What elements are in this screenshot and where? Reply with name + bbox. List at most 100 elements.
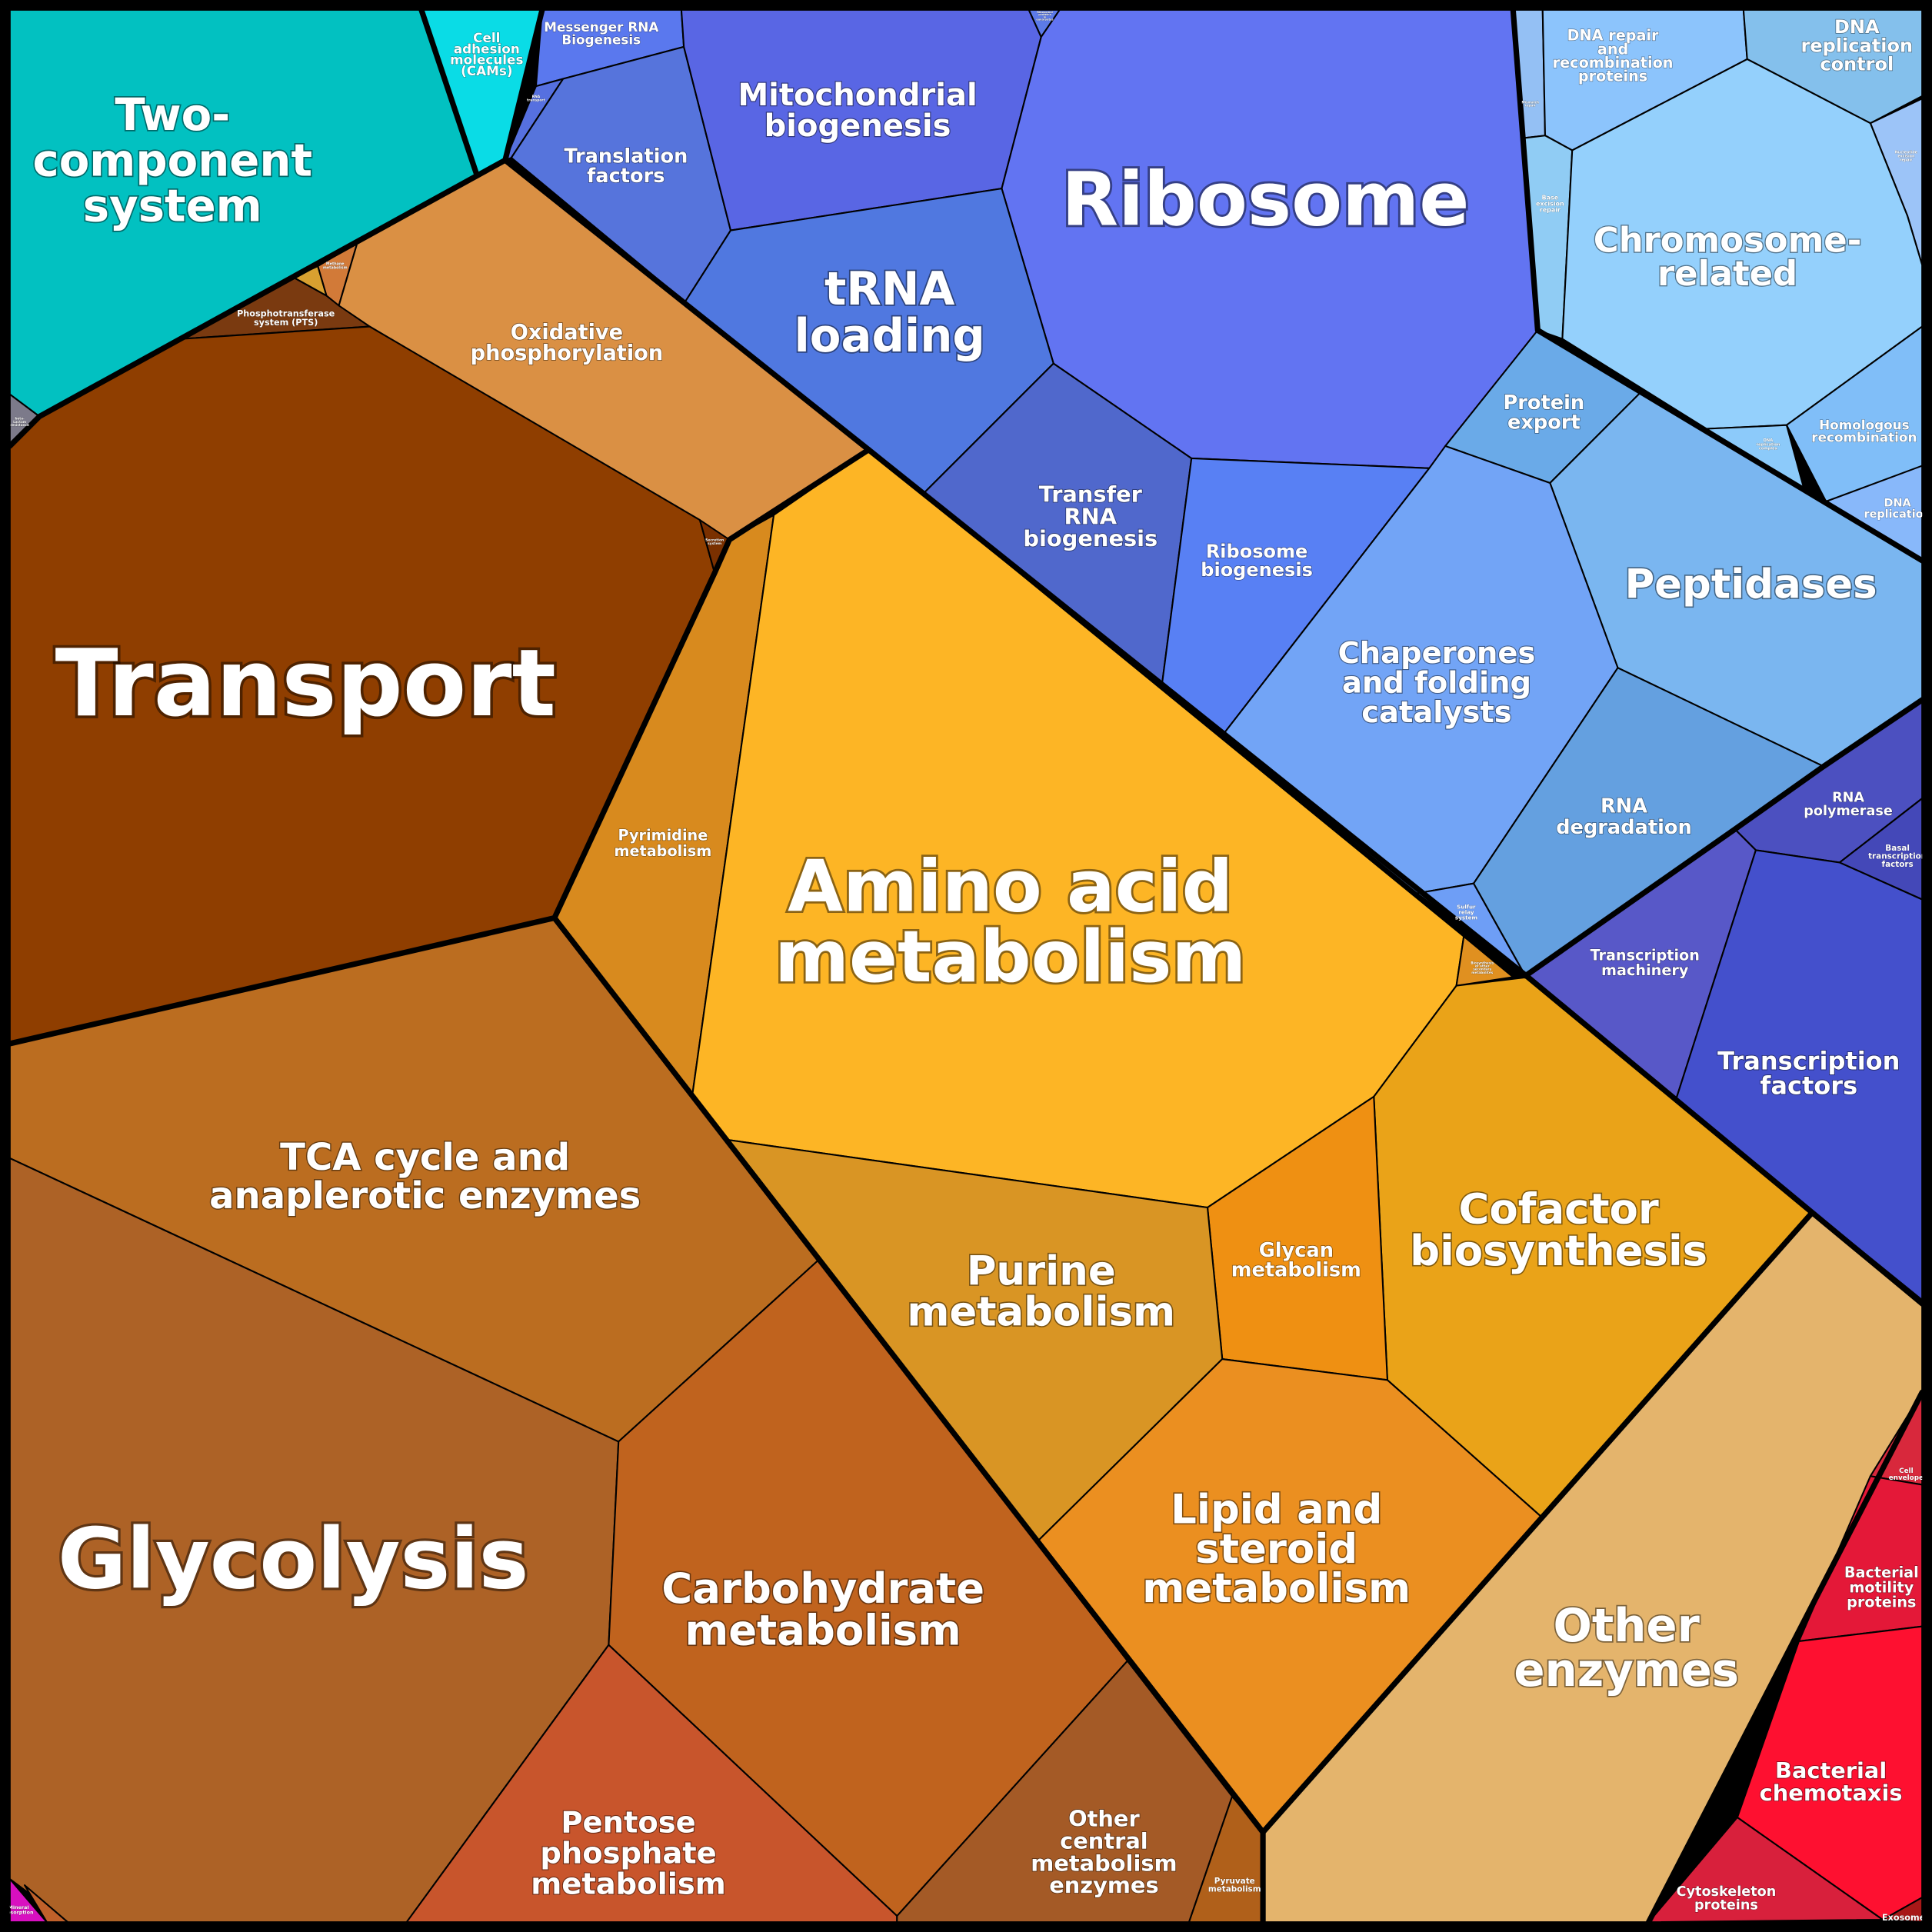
label-line: metabolism — [907, 1288, 1175, 1335]
label-line: Lipid and — [1171, 1486, 1382, 1533]
group-boundary — [502, 157, 1925, 1307]
label-line: DNA — [1834, 16, 1880, 38]
label-line: recombination — [1811, 430, 1917, 445]
label-line: Homologous — [1819, 418, 1910, 433]
label-cell-adhesion: Cell adhesion molecules (CAMs) — [450, 30, 523, 78]
label-line: recombination — [1553, 53, 1674, 71]
label-tca: TCA cycle and anaplerotic enzymes — [209, 1136, 641, 1217]
label-transcription-machinery: Transcription machinery — [1590, 946, 1699, 978]
label-homologous: Homologous recombination — [1811, 418, 1917, 445]
label-line: motility — [1849, 1578, 1914, 1596]
label-purine: Purine metabolism — [907, 1247, 1175, 1335]
label-line: Bacterial — [1775, 1757, 1887, 1784]
label-line: enzymes — [1514, 1643, 1739, 1696]
label-line: Sulfur — [1457, 903, 1476, 910]
label-basal-tf: Basal transcription factors — [1868, 844, 1927, 869]
label-secondary: Biosynthesis of other secondary metabolites — [1471, 961, 1494, 974]
label-line: complex — [1759, 446, 1778, 451]
label-line: proteins — [1694, 1898, 1758, 1914]
label-line: Cytoskeleton — [1677, 1884, 1777, 1900]
label-line: metabolism — [614, 842, 711, 860]
label-line: phosphorylation — [471, 341, 664, 365]
label-line: system — [1455, 914, 1477, 921]
cell-secondary[interactable] — [1455, 935, 1514, 987]
label-line: Oxidative — [511, 320, 623, 344]
group-boundary — [1260, 1211, 1814, 1835]
cell-cytoskeleton[interactable] — [1647, 1816, 1884, 1924]
label-line: factors — [1760, 1071, 1857, 1100]
label-line: Chromosome- — [1594, 219, 1862, 260]
label-line: metabolism — [531, 1867, 726, 1901]
label-line: chemotaxis — [1760, 1780, 1903, 1806]
label-line: Transport — [55, 630, 556, 738]
label-line: central — [1060, 1827, 1148, 1854]
label-line: molecules — [450, 52, 523, 68]
label-ber: Base excision repair — [1536, 194, 1564, 213]
label-line: phosphate — [540, 1836, 716, 1870]
label-line: metabolism — [1231, 1259, 1361, 1282]
label-line: Ribosome — [1061, 157, 1469, 243]
label-peptidases: Peptidases — [1624, 561, 1877, 608]
label-chaperones: Chaperones and folding catalysts — [1338, 636, 1536, 730]
label-mismatch: Mismatch repair — [1521, 100, 1539, 107]
label-line: Phosphotransferase — [237, 308, 335, 318]
label-carbohydrate: Carbohydrate metabolism — [661, 1564, 984, 1654]
label-line: metabolism — [1142, 1565, 1411, 1612]
label-line: Methane — [326, 261, 345, 266]
label-line: DNA — [1764, 438, 1774, 443]
label-line: resistance — [10, 423, 28, 427]
label-trna-loading: tRNA loading — [794, 261, 984, 361]
label-line: Biosynthesis — [1471, 961, 1494, 964]
label-dna-replication: DNA replication — [1864, 497, 1930, 520]
group-boundaries — [7, 7, 1925, 1925]
label-line: Cell — [1899, 1467, 1913, 1475]
label-line: proteins — [1578, 67, 1647, 85]
label-line: and folding — [1342, 665, 1531, 700]
cells-layer — [8, 8, 1924, 1924]
label-rna-degradation: RNA degradation — [1556, 795, 1692, 839]
label-protein-export: Protein export — [1504, 391, 1585, 435]
label-line: Peptidases — [1624, 561, 1877, 608]
label-line: Carbohydrate — [661, 1564, 984, 1613]
group-boundary — [418, 7, 480, 178]
label-line: Pyruvate — [1214, 1877, 1255, 1886]
label-line: Cofactor — [1458, 1184, 1659, 1234]
label-line: Biogenesis — [561, 32, 641, 47]
label-line: Protein — [1504, 391, 1585, 415]
label-line: Mismatch — [1521, 100, 1539, 104]
label-exosome: Exosome — [1882, 1912, 1926, 1922]
label-line: Chaperones — [1338, 636, 1536, 671]
label-line: RNA — [532, 94, 541, 98]
label-line: beta- — [15, 416, 25, 420]
label-line: biosynthesis — [1410, 1226, 1707, 1275]
label-line: loading — [794, 308, 984, 361]
label-pyruvate: Pyruvate metabolism — [1208, 1877, 1261, 1894]
label-pentose: Pentose phosphate metabolism — [531, 1805, 726, 1901]
label-line: Other — [1554, 1599, 1700, 1652]
label-line: transport — [527, 98, 546, 102]
label-transcription-factors: Transcription factors — [1717, 1046, 1900, 1100]
label-ner: Nucleotide excision repair — [1895, 150, 1918, 162]
label-line: RNA — [1064, 503, 1117, 529]
label-oxphos: Oxidative phosphorylation — [471, 320, 664, 365]
label-line: eukaryotes — [1036, 18, 1053, 22]
label-chemotaxis: Bacterial chemotaxis — [1760, 1757, 1903, 1806]
label-line: Ribosome — [1206, 541, 1308, 562]
label-line: RNA — [1601, 795, 1647, 818]
label-other-enzymes: Other enzymes — [1514, 1599, 1739, 1697]
label-line: Pyrimidine — [618, 826, 708, 844]
label-line: Glycolysis — [58, 1510, 528, 1607]
label-line: and — [1597, 40, 1628, 58]
label-ribosome: Ribosome — [1061, 157, 1469, 243]
label-line: absorption — [4, 1909, 34, 1915]
label-line: in — [1044, 15, 1047, 18]
label-line: control — [1820, 53, 1894, 75]
label-dna-repair: DNA repair and recombination proteins — [1553, 26, 1674, 85]
label-amino-acid: Amino acid metabolism — [774, 845, 1246, 998]
label-sulfur-relay: Sulfur relay system — [1455, 903, 1477, 921]
label-line: Ribosomal — [1037, 11, 1053, 14]
label-secretion: Secretion system — [705, 538, 724, 545]
